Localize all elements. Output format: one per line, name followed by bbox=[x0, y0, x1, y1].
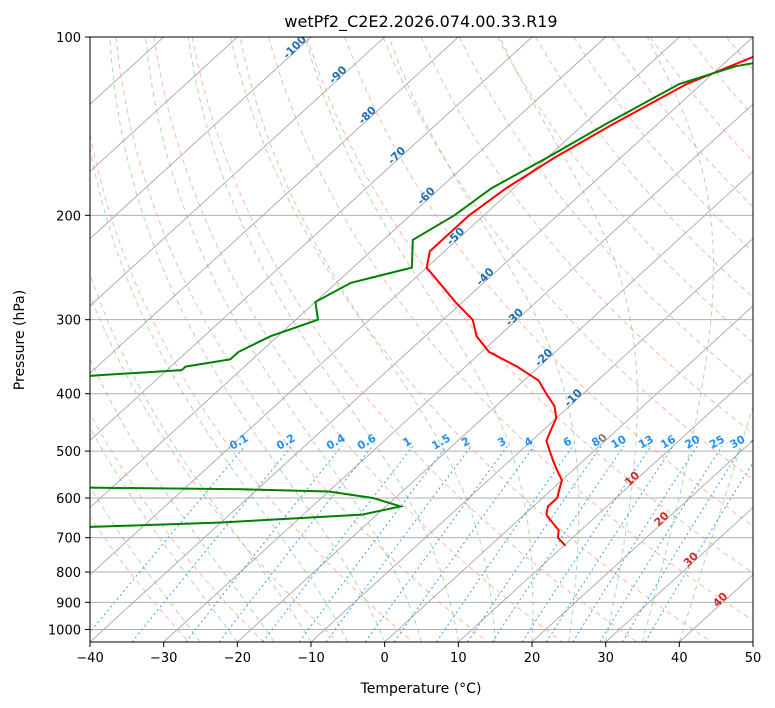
isotherm-line bbox=[90, 37, 753, 642]
moist-adiabat bbox=[90, 272, 312, 642]
y-tick-label: 100 bbox=[56, 31, 81, 46]
mixing-ratio-line bbox=[185, 445, 343, 642]
y-tick-label: 300 bbox=[56, 314, 81, 329]
y-tick-label: 900 bbox=[56, 596, 81, 611]
y-tick-label: 500 bbox=[56, 445, 81, 460]
isotherm-line bbox=[90, 37, 680, 576]
moist-adiabat bbox=[388, 37, 580, 642]
x-tick-label: −30 bbox=[150, 651, 177, 666]
y-tick-label: 700 bbox=[56, 532, 81, 547]
dry-adiabat bbox=[344, 37, 753, 527]
dry-adiabat bbox=[90, 293, 339, 642]
y-axis: 100 200 300 400 500 600 700 800 900 1000 bbox=[48, 31, 90, 638]
mixing-ratio-line bbox=[521, 445, 652, 642]
moist-adiabat bbox=[239, 37, 496, 642]
isotherm-line bbox=[90, 37, 606, 509]
moist-adiabat bbox=[90, 357, 275, 642]
isotherm-line bbox=[237, 170, 753, 642]
y-tick-label: 200 bbox=[56, 209, 81, 224]
moist-adiabat bbox=[678, 404, 753, 642]
dry-adiabat bbox=[382, 37, 753, 481]
chart-title: wetPf2_C2E2.2026.074.00.33.R19 bbox=[284, 12, 557, 32]
y-tick-label: 800 bbox=[56, 566, 81, 581]
mixing-ratio-line bbox=[435, 445, 574, 642]
moist-adiabat bbox=[499, 37, 638, 642]
x-axis: −40 −30 −20 −10 0 10 20 30 40 50 bbox=[76, 642, 761, 666]
mixing-ratio-line bbox=[262, 445, 414, 642]
mixing-ratio-line bbox=[491, 445, 625, 642]
x-tick-label: 20 bbox=[524, 651, 541, 666]
x-tick-label: 50 bbox=[745, 651, 762, 666]
y-axis-label: Pressure (hPa) bbox=[12, 290, 28, 390]
plot-frame bbox=[89, 36, 754, 643]
mixing-ratio-line bbox=[644, 461, 753, 642]
x-axis-label: Temperature (°C) bbox=[360, 681, 482, 697]
x-tick-label: 40 bbox=[671, 651, 688, 666]
mixing-ratio-line bbox=[131, 445, 293, 642]
moist-adiabat bbox=[304, 37, 534, 642]
dry-adiabat bbox=[90, 131, 414, 642]
dry-adiabat bbox=[153, 37, 563, 642]
dewpoint-profile-line bbox=[90, 62, 753, 528]
mixing-ratio-line bbox=[218, 445, 373, 642]
isotherm-line bbox=[90, 37, 238, 173]
isotherm-line bbox=[90, 37, 312, 240]
mixing-ratio-line bbox=[393, 445, 535, 642]
x-tick-label: 0 bbox=[381, 651, 389, 666]
dry-adiabat bbox=[90, 412, 264, 642]
isotherm-line bbox=[310, 238, 753, 642]
isotherm-line bbox=[90, 37, 459, 374]
moist-adiabat bbox=[109, 37, 386, 642]
isotherm-line bbox=[605, 506, 753, 642]
isotherm-line bbox=[384, 305, 753, 642]
isotherm-line bbox=[163, 103, 753, 642]
moist-adiabat bbox=[90, 144, 349, 642]
plot-area: 0.10.20.40.611.52346810131620253036-100-… bbox=[90, 37, 768, 642]
x-tick-label: 10 bbox=[450, 651, 467, 666]
y-tick-label: 600 bbox=[56, 492, 81, 507]
x-tick-label: −10 bbox=[297, 651, 324, 666]
dry-adiabat bbox=[535, 37, 753, 298]
isotherm-line bbox=[531, 439, 753, 642]
x-tick-label: −20 bbox=[224, 651, 251, 666]
dry-adiabat bbox=[268, 37, 753, 622]
isotherm-line bbox=[90, 37, 533, 441]
dry-adiabat bbox=[496, 37, 753, 344]
y-tick-label: 1000 bbox=[48, 623, 81, 638]
dry-adiabat bbox=[115, 37, 488, 642]
isotherm-line bbox=[458, 372, 753, 642]
y-tick-label: 400 bbox=[56, 388, 81, 403]
mixing-ratio-line bbox=[364, 445, 509, 642]
temperature-profile-line bbox=[425, 55, 753, 547]
mixing-ratio-label: 36 bbox=[748, 432, 768, 451]
mixing-ratio-line bbox=[467, 445, 602, 642]
moist-adiabat bbox=[145, 37, 422, 642]
isotherm-line bbox=[90, 37, 385, 307]
x-tick-label: 30 bbox=[597, 651, 614, 666]
mixing-ratio-line bbox=[90, 445, 246, 633]
x-tick-label: −40 bbox=[76, 651, 103, 666]
moist-adiabat bbox=[187, 37, 459, 642]
dry-adiabat bbox=[191, 37, 638, 642]
